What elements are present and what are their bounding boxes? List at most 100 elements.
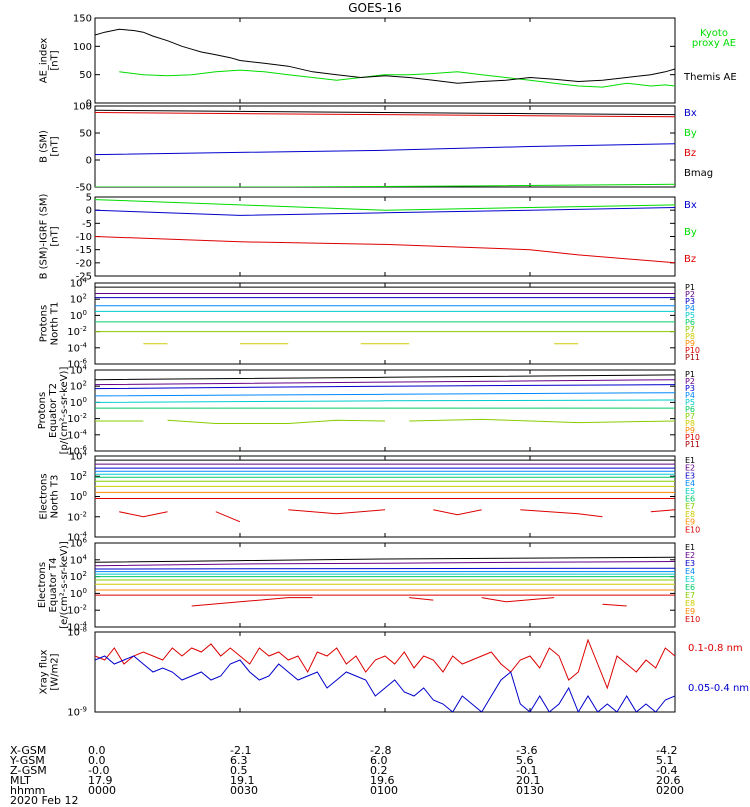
ytick-label-bigrf-1: 0 [86,206,92,217]
ytick-label-bigrf-5: -20 [76,258,92,269]
legend-ee-e4: E4 [685,567,695,576]
legend-pn-p9: P9 [685,339,695,348]
series-ee-e10-seg2 [409,597,434,601]
legend-pn-p4: P4 [685,304,695,313]
series-ee-e10-seg1 [191,597,313,607]
ytick-label-en-3: 10-2 [67,510,87,523]
legend-pe-p11: P11 [685,440,700,449]
ylabel-bsm-1: [nT] [50,136,61,156]
ytick-label-pn-2: 100 [70,309,87,322]
legend-pe-p2: P2 [685,377,695,386]
panel-bsm: -50 0 50 100 B (SM) [nT] Bx By Bz Bmag [39,102,714,194]
legend-ee-e6: E6 [685,583,695,592]
ytick-label-pe-2: 100 [70,396,87,409]
series-ae-kyoto-proxy-ae-seg0 [119,69,675,88]
ylabel-pe-0: Protons [37,392,48,429]
panel-frame-bsm [94,105,676,188]
legend-pn-p10: P10 [685,346,700,355]
panel-bigrf: 5 0 -5 -10 -15 -20 -25 B (SM)-IGRF (SM) [nT] Bx By… [39,193,697,283]
series-ee-e10-seg4 [602,603,627,607]
ylabel-pn-0: Protons [39,305,50,342]
ytick-label-pe-3: 10-2 [67,412,87,425]
ylabel-ae-0: AE_index [39,38,50,84]
legend-ee-e8: E8 [685,599,695,608]
legend-pe-p7: P7 [685,412,695,421]
legend-ee-e1: E1 [685,543,695,552]
legend-kyoto-0: Kyoto [700,28,728,39]
ytick-label-pn-1: 102 [70,293,87,306]
legend-xray-0: 0.1-0.8 nm [688,643,743,654]
legend-en-e5: E5 [685,487,695,496]
series-pe-p7-seg2 [409,418,675,424]
ytick-label-pe-4: 10-4 [67,428,87,441]
ytick-label-ae-0: 0 [86,99,92,110]
series-ee-e3-seg0 [95,567,675,570]
legend-pe-p4: P4 [685,391,695,400]
ylabel-ee-2: [e/(cm²-s-sr-keV)] [59,541,70,629]
series-bigrf-bz-seg0 [95,236,675,264]
series-ae-themis-ae-seg0 [95,28,675,84]
series-ee-e2-seg0 [95,561,675,567]
ytick-label-ee-2: 102 [70,570,87,583]
legend-bsm-bx: Bx [684,108,697,119]
legend-ee-e3: E3 [685,559,695,568]
legend-en-e7: E7 [685,502,695,511]
series-xray-0-05-0-4-nm-seg0 [95,655,675,712]
ylabel-bigrf-1: [nT] [50,226,61,246]
legend-bigrf-bz: Bz [684,254,696,265]
legend-pn-p7: P7 [685,325,695,334]
legend-bsm-bmag: Bmag [684,168,713,179]
legend-pe-p3: P3 [685,384,695,393]
ytick-label-ee-1: 104 [70,553,88,566]
legend-pn-p3: P3 [685,297,695,306]
ylabel-xray-0: Xray flux [39,650,50,695]
series-en-e10-seg6 [650,509,675,513]
legend-en-e6: E6 [685,495,695,504]
legend-pe-p1: P1 [685,370,695,379]
ytick-label-ee-0: 106 [70,537,88,550]
legend-pn-p5: P5 [685,311,695,320]
ylabel-pe-1: Equator T2 [48,383,59,438]
ylabel-bigrf-0: B (SM)-IGRF (SM) [39,194,50,280]
ylabel-ee-1: Equator T4 [48,558,59,613]
series-en-e10-seg4 [433,509,482,516]
series-bsm-bmag-seg0 [95,109,675,116]
ytick-label-pe-1: 102 [70,380,87,393]
legend-pn-p1: P1 [685,283,695,292]
series-bigrf-by-seg0 [95,199,675,211]
legend-ee-e5: E5 [685,575,695,584]
legend-pn-p2: P2 [685,290,695,299]
series-ee-e1-seg0 [95,556,675,563]
ytick-label-bigrf-4: -15 [76,245,92,256]
ytick-label-bsm-2: 50 [79,129,92,140]
series-en-e10-seg2 [215,511,241,523]
series-bigrf-bx-seg0 [95,207,675,216]
ytick-label-ae-1: 50 [79,70,92,81]
legend-bigrf-by: By [684,227,697,238]
legend-pn-p8: P8 [685,332,695,341]
legend-en-e9: E9 [685,518,695,527]
legend-pe-p6: P6 [685,405,695,414]
ylabel-en-0: Electrons [39,473,50,519]
ytick-label-bigrf-6: -25 [76,272,92,283]
series-pe-p2-seg0 [95,379,675,386]
series-pe-p7-seg1 [167,419,386,424]
legend-bsm-bz: Bz [684,148,696,159]
series-en-e10-seg3 [288,509,386,515]
series-pe-p1-seg0 [95,374,675,381]
ytick-label-ae-3: 150 [73,14,92,25]
series-ee-e10-seg3 [481,597,555,603]
legend-bigrf-bx: Bx [684,200,697,211]
ytick-label-ee-3: 100 [70,587,87,600]
series-bsm-by-seg0 [95,183,675,187]
legend-bsm-by: By [684,128,697,139]
figure-title: GOES-16 [348,1,402,15]
legend-ee-e2: E2 [685,551,695,560]
ytick-label-en-0: 104 [70,450,88,463]
panel-frame-ee [94,542,676,628]
series-en-e10-seg1 [119,511,168,518]
